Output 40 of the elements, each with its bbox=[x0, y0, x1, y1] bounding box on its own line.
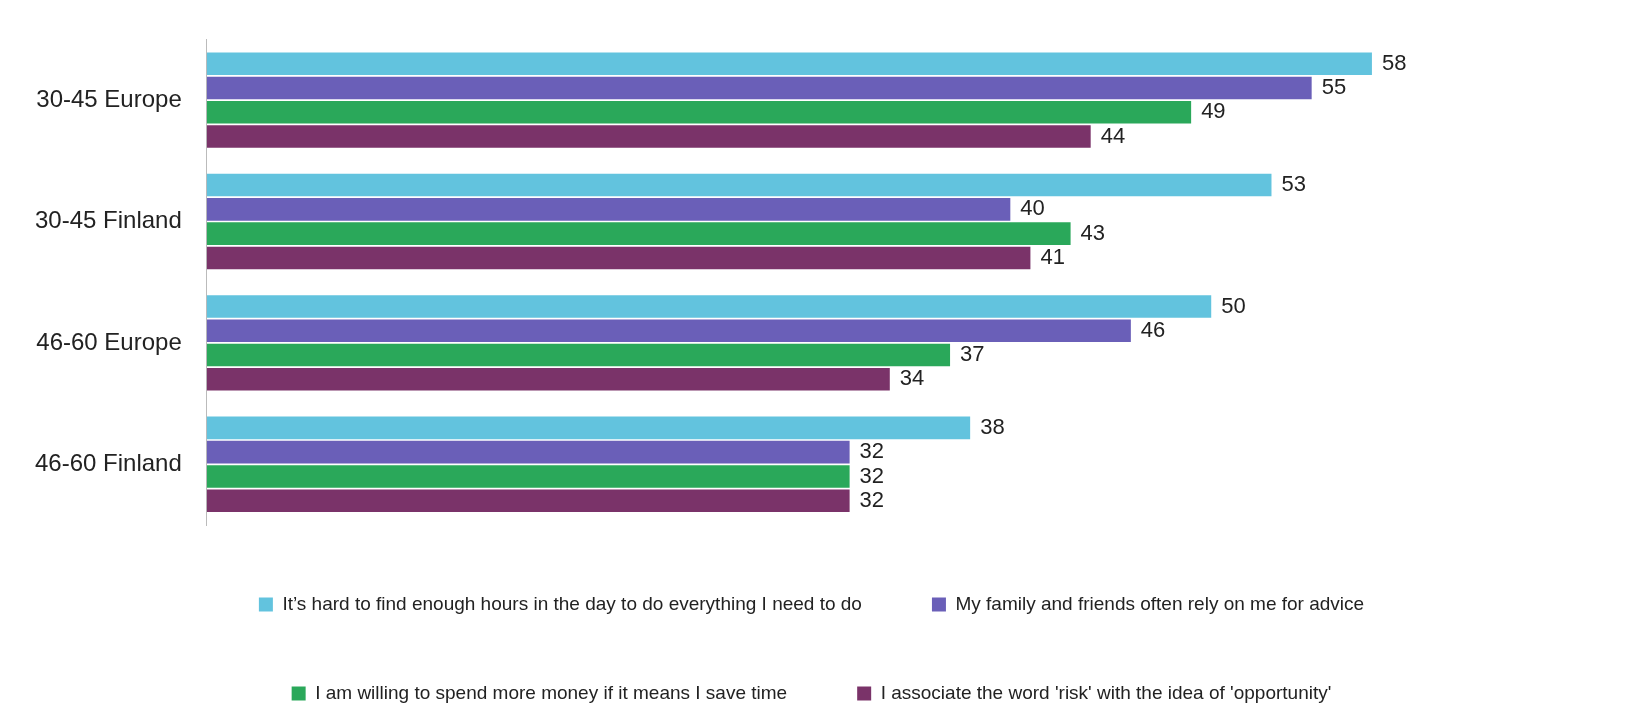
bar bbox=[206, 489, 850, 513]
bar bbox=[206, 125, 1091, 148]
data-label: 49 bbox=[1201, 98, 1226, 124]
y-tick-label: 46-60 Europe bbox=[36, 327, 182, 355]
data-label: 46 bbox=[1140, 316, 1166, 342]
data-label: 44 bbox=[1100, 122, 1126, 148]
y-tick-label: 30-45 Europe bbox=[36, 84, 182, 112]
data-label: 40 bbox=[1020, 195, 1045, 221]
bar bbox=[206, 198, 1011, 221]
data-label: 55 bbox=[1321, 74, 1347, 100]
y-tick-label: 30-45 Finland bbox=[35, 206, 182, 234]
bar bbox=[206, 222, 1071, 245]
legend-label: My family and friends often rely on me for advice bbox=[955, 592, 1365, 614]
bar bbox=[206, 465, 850, 488]
y-tick-label: 46-60 Finland bbox=[35, 448, 182, 476]
legend-label: I am willing to spend more money if it means I save time bbox=[315, 681, 788, 703]
data-label: 58 bbox=[1381, 49, 1407, 75]
bar bbox=[206, 100, 1192, 124]
legend-label: It’s hard to find enough hours in the day to do everything I need to do bbox=[282, 592, 862, 614]
data-label: 32 bbox=[859, 486, 885, 512]
bar bbox=[206, 76, 1312, 100]
data-label: 37 bbox=[960, 341, 985, 367]
data-label: 38 bbox=[980, 413, 1005, 439]
data-label: 50 bbox=[1221, 292, 1246, 318]
data-label: 41 bbox=[1040, 243, 1065, 269]
bar bbox=[206, 368, 890, 391]
legend-label: I associate the word 'risk' with the idea of 'opportunity' bbox=[880, 681, 1332, 703]
data-label: 34 bbox=[899, 365, 925, 391]
bar bbox=[206, 52, 1372, 75]
bar bbox=[206, 319, 1131, 343]
data-label: 32 bbox=[859, 438, 885, 464]
bar bbox=[206, 343, 951, 367]
data-label: 43 bbox=[1080, 219, 1106, 245]
data-label: 53 bbox=[1281, 171, 1306, 197]
bar bbox=[206, 246, 1031, 270]
data-label: 32 bbox=[859, 462, 885, 488]
bar bbox=[206, 416, 971, 440]
bar bbox=[206, 295, 1212, 318]
bar bbox=[206, 173, 1272, 197]
bar bbox=[206, 440, 850, 464]
